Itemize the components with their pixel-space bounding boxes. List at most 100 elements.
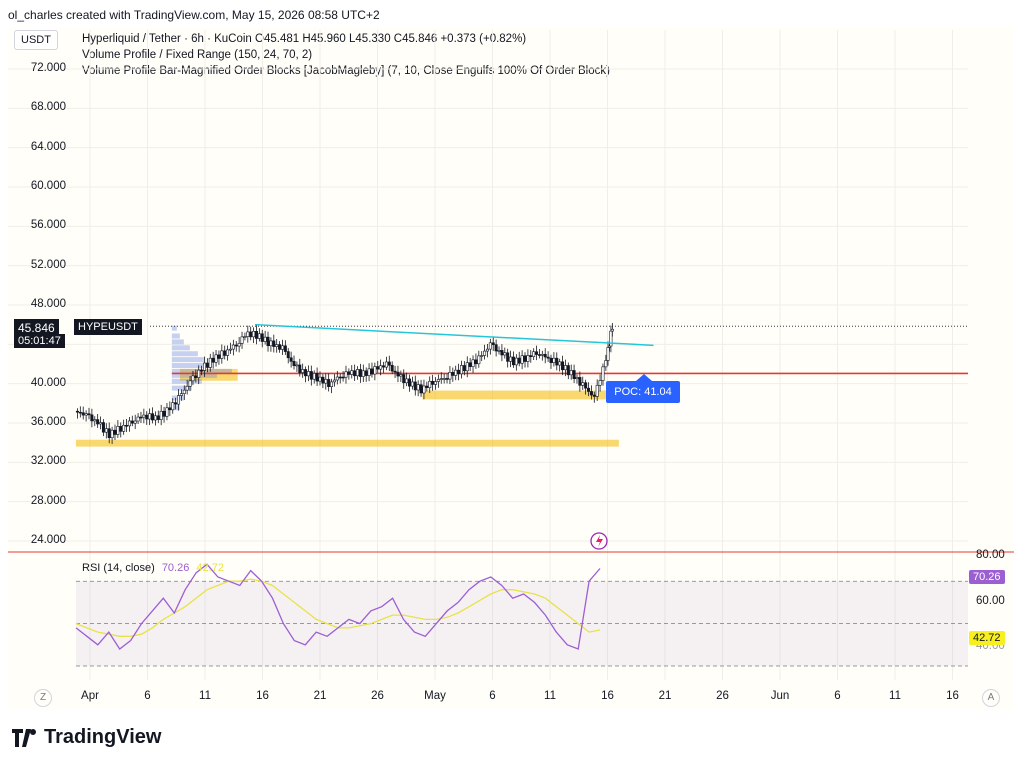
candle-body bbox=[286, 351, 290, 359]
candle-body bbox=[529, 355, 533, 357]
candle-body bbox=[249, 331, 253, 338]
candle-body bbox=[405, 378, 409, 384]
candle-body bbox=[382, 365, 386, 368]
candle-body bbox=[214, 354, 218, 363]
candle-body bbox=[497, 350, 501, 352]
candle-body bbox=[431, 380, 435, 385]
time-tick-13: 6 bbox=[834, 690, 841, 702]
candle-body bbox=[451, 372, 455, 376]
candle-body bbox=[168, 407, 172, 411]
candle-body bbox=[179, 393, 183, 396]
candle-body bbox=[252, 331, 256, 338]
candle-body bbox=[370, 368, 374, 375]
candle-body bbox=[526, 355, 530, 362]
volume-profile-bar-10 bbox=[171, 339, 184, 345]
candle-body bbox=[569, 370, 573, 376]
symbol-badge[interactable]: USDT bbox=[14, 30, 58, 50]
candle-body bbox=[243, 336, 247, 338]
price-tick-9: 60.000 bbox=[30, 180, 66, 192]
candle-body bbox=[477, 355, 481, 365]
candle-body bbox=[217, 354, 221, 359]
candle-body bbox=[263, 336, 267, 342]
candle-body bbox=[338, 376, 342, 379]
legend-symbol-name: Hyperliquid / Tether · 6h · KuCoin bbox=[82, 33, 252, 45]
time-tick-0: Apr bbox=[81, 690, 99, 702]
candle-body bbox=[448, 372, 452, 380]
candle-body bbox=[254, 331, 258, 339]
time-tick-5: 26 bbox=[371, 690, 384, 702]
candle-body bbox=[223, 350, 227, 356]
candle-body bbox=[535, 351, 539, 355]
candle-body bbox=[330, 381, 334, 388]
candle-body bbox=[491, 342, 495, 345]
candle-body bbox=[509, 356, 513, 362]
candle-body bbox=[592, 394, 596, 397]
candle-body bbox=[292, 361, 296, 366]
candle-body bbox=[125, 424, 129, 427]
candle-body bbox=[156, 415, 160, 420]
candle-body bbox=[379, 365, 383, 370]
candle-body bbox=[101, 422, 105, 433]
candle-body bbox=[480, 355, 484, 357]
candle-body bbox=[523, 355, 527, 362]
candle-body bbox=[601, 366, 605, 381]
trend-line bbox=[254, 323, 654, 347]
price-tick-8: 56.000 bbox=[30, 219, 66, 232]
volume-profile-bar-7 bbox=[171, 357, 204, 363]
candle-body bbox=[587, 387, 591, 392]
candle-body bbox=[416, 384, 420, 391]
candle-body bbox=[468, 362, 472, 367]
candle-body bbox=[413, 381, 417, 391]
tradingview-logo: TradingView bbox=[12, 726, 161, 749]
time-tick-3: 16 bbox=[256, 690, 269, 702]
candle-body bbox=[350, 370, 354, 375]
candle-body bbox=[511, 356, 515, 366]
time-tick-9: 16 bbox=[601, 690, 614, 702]
bar-countdown: 05:01:47 bbox=[14, 334, 65, 348]
candle-body bbox=[465, 362, 469, 372]
rsi-legend: RSI (14, close) 70.26 42.72 bbox=[82, 562, 224, 574]
time-tick-4: 21 bbox=[313, 690, 327, 702]
candle-body bbox=[555, 357, 559, 366]
candle-body bbox=[604, 360, 608, 368]
candle-body bbox=[462, 365, 466, 372]
candle-body bbox=[408, 378, 412, 387]
price-tick-0: 24.000 bbox=[30, 534, 66, 546]
last-price-tag: 45.846 bbox=[14, 319, 59, 337]
candle-body bbox=[457, 369, 461, 375]
volume-profile-bar-8 bbox=[171, 351, 198, 357]
candle-body bbox=[442, 378, 446, 380]
time-tick-11: 26 bbox=[716, 690, 729, 702]
candle-body bbox=[358, 369, 362, 377]
candle-body bbox=[153, 415, 157, 421]
candle-body bbox=[399, 374, 403, 377]
price-tick-4: 40.000 bbox=[30, 376, 66, 389]
price-tick-1: 28.000 bbox=[30, 494, 66, 507]
candle-body bbox=[139, 416, 143, 419]
candle-body bbox=[546, 356, 550, 359]
candle-body bbox=[572, 370, 576, 380]
candle-body bbox=[610, 328, 614, 332]
time-tick-7: 6 bbox=[489, 690, 496, 702]
candle-body bbox=[393, 370, 397, 373]
price-tick-10: 64.000 bbox=[30, 140, 66, 153]
candle-body bbox=[558, 361, 562, 366]
candle-body bbox=[373, 366, 377, 375]
z-scale-icon[interactable]: Z bbox=[34, 689, 52, 707]
candle-body bbox=[200, 369, 204, 372]
candle-body bbox=[445, 378, 449, 380]
candle-body bbox=[275, 344, 279, 347]
price-tick-12: 72.000 bbox=[30, 62, 66, 74]
candle-body bbox=[552, 357, 556, 363]
candle-body bbox=[390, 364, 394, 372]
auto-scale-icon[interactable]: A bbox=[982, 689, 1000, 707]
legend-line-3: Volume Profile Bar-Magnified Order Block… bbox=[82, 65, 610, 77]
candle-body bbox=[78, 411, 82, 414]
candle-body bbox=[96, 419, 100, 425]
candle-body bbox=[474, 359, 478, 365]
candle-body bbox=[188, 380, 192, 387]
rsi-axis-80: 80.00 bbox=[976, 549, 1005, 561]
candle-body bbox=[364, 370, 368, 376]
candle-body bbox=[90, 414, 94, 422]
